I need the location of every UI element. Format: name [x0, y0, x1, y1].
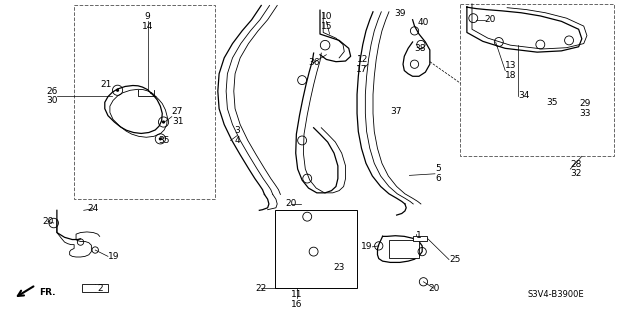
Text: 5
6: 5 6	[435, 164, 441, 183]
Text: 21: 21	[100, 80, 112, 89]
Text: S3V4-B3900E: S3V4-B3900E	[527, 290, 584, 299]
Bar	[389, 240, 419, 258]
Text: 20: 20	[484, 15, 496, 24]
Text: 2: 2	[98, 284, 104, 293]
Text: 29
33: 29 33	[579, 99, 591, 118]
Text: 37: 37	[390, 108, 402, 116]
Text: 26
30: 26 30	[47, 87, 58, 105]
Text: 1: 1	[416, 231, 422, 240]
Text: 34: 34	[518, 92, 529, 100]
Text: 28
32: 28 32	[570, 160, 582, 178]
Text: FR.: FR.	[39, 288, 56, 297]
Text: 19: 19	[108, 252, 120, 261]
Text: 23: 23	[333, 263, 345, 272]
Text: 40: 40	[417, 19, 428, 27]
Bar	[461, 4, 614, 156]
Text: 36: 36	[308, 58, 319, 67]
Text: 35: 35	[546, 98, 557, 107]
Text: 9
14: 9 14	[142, 12, 153, 31]
Text: 24: 24	[88, 204, 99, 213]
Text: 20: 20	[42, 217, 54, 226]
Text: 27
31: 27 31	[172, 107, 183, 126]
Text: 19: 19	[361, 242, 372, 251]
Text: 22: 22	[255, 284, 267, 293]
Text: 25: 25	[449, 255, 460, 264]
Circle shape	[162, 121, 165, 123]
Bar	[83, 284, 108, 292]
Circle shape	[159, 137, 162, 140]
Bar	[413, 236, 428, 241]
Text: 3
4: 3 4	[234, 126, 240, 145]
Bar	[74, 5, 214, 199]
Text: 20: 20	[285, 199, 297, 208]
Text: 10
15: 10 15	[321, 12, 332, 31]
Text: 11
16: 11 16	[291, 290, 303, 308]
Text: 35: 35	[158, 136, 170, 145]
Bar	[275, 210, 357, 288]
Text: 12
17: 12 17	[356, 55, 368, 74]
Text: 13
18: 13 18	[505, 61, 516, 80]
Text: 38: 38	[415, 44, 426, 53]
Text: 20: 20	[428, 284, 440, 293]
Text: 39: 39	[395, 9, 406, 18]
Circle shape	[116, 89, 119, 92]
